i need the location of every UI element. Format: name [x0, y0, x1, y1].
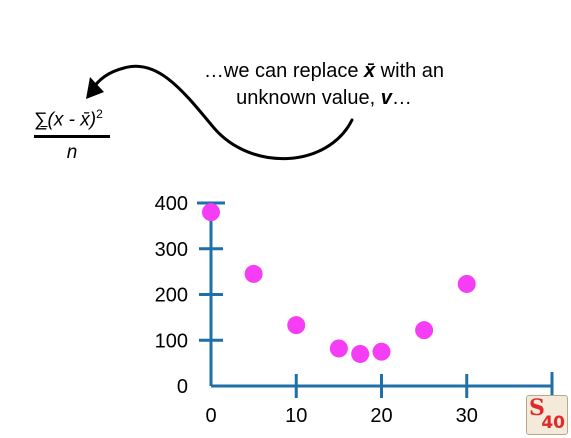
y-tick-label: 0 [177, 376, 188, 398]
chart-points [202, 203, 476, 363]
curved-arrow-path [90, 64, 354, 160]
y-tick-label: 400 [155, 193, 188, 215]
y-tick-label: 200 [155, 285, 188, 307]
x-tick-label: 0 [205, 405, 216, 427]
x-tick-label: 30 [456, 405, 478, 427]
data-point [202, 203, 220, 222]
data-point [287, 316, 306, 335]
annotation-line-1-suffix: with an [375, 60, 445, 82]
arrow-head-icon [86, 77, 104, 99]
annotation-line-2-suffix: … [391, 87, 412, 109]
data-point [457, 274, 476, 293]
annotation-line-1: …we can replace x̄ with an [176, 58, 472, 85]
annotation-line-1-prefix: …we can replace [203, 60, 364, 82]
logo-letter: S [529, 395, 545, 421]
y-tick-label: 300 [155, 239, 188, 261]
xbar-symbol: x̄ [364, 60, 376, 82]
data-point [372, 342, 391, 361]
formula-denominator: n [66, 142, 78, 164]
annotation-line-2: unknown value, v… [176, 85, 472, 112]
annotation-line-2-prefix: unknown value, [236, 87, 381, 109]
chart-axes [197, 201, 554, 400]
annotation-text: …we can replace x̄ with an unknown value… [176, 58, 472, 112]
channel-logo: S 40 [526, 395, 568, 435]
x-tick-label: 10 [285, 405, 307, 427]
v-symbol: v [380, 87, 392, 109]
sigma-symbol: ∑ [34, 109, 48, 131]
formula-numerator: ∑(x - x̄)2 [34, 103, 114, 131]
fraction-bar [34, 135, 110, 139]
data-point [415, 321, 434, 340]
x-tick-label: 20 [370, 405, 392, 427]
logo-number: 40 [541, 413, 565, 433]
data-point [329, 339, 348, 358]
formula-numerator-text: (x - x̄) [47, 109, 97, 131]
data-point [351, 344, 370, 363]
formula-exponent: 2 [96, 107, 103, 121]
chart-ticks [199, 247, 469, 398]
data-point [244, 264, 263, 283]
variance-formula: ∑(x - x̄)2 n [34, 103, 114, 164]
y-tick-label: 100 [155, 330, 188, 352]
